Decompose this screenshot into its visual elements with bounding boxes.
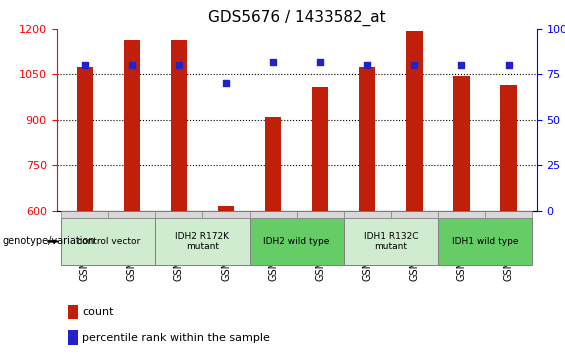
Bar <box>500 85 517 211</box>
Bar <box>76 67 93 211</box>
Point <box>316 59 325 65</box>
Bar <box>171 40 187 211</box>
Text: IDH2 wild type: IDH2 wild type <box>263 237 330 246</box>
Point <box>363 62 372 68</box>
Text: IDH1 R132C
mutant: IDH1 R132C mutant <box>363 232 418 251</box>
Text: control vector: control vector <box>77 237 140 246</box>
Text: count: count <box>82 307 114 317</box>
Title: GDS5676 / 1433582_at: GDS5676 / 1433582_at <box>208 10 385 26</box>
Text: genotype/variation: genotype/variation <box>3 236 95 246</box>
Point <box>221 81 231 86</box>
Point <box>410 62 419 68</box>
Point <box>268 59 277 65</box>
Text: percentile rank within the sample: percentile rank within the sample <box>82 333 270 343</box>
Point <box>504 62 513 68</box>
Bar <box>124 40 140 211</box>
Bar <box>453 76 470 211</box>
Point <box>457 62 466 68</box>
Point <box>80 62 89 68</box>
Text: IDH2 R172K
mutant: IDH2 R172K mutant <box>176 232 229 251</box>
Bar <box>406 30 423 211</box>
Point <box>127 62 136 68</box>
Point <box>175 62 184 68</box>
Text: IDH1 wild type: IDH1 wild type <box>451 237 518 246</box>
Bar <box>265 117 281 211</box>
Bar <box>359 67 376 211</box>
Bar <box>218 206 234 211</box>
Bar <box>312 86 328 211</box>
